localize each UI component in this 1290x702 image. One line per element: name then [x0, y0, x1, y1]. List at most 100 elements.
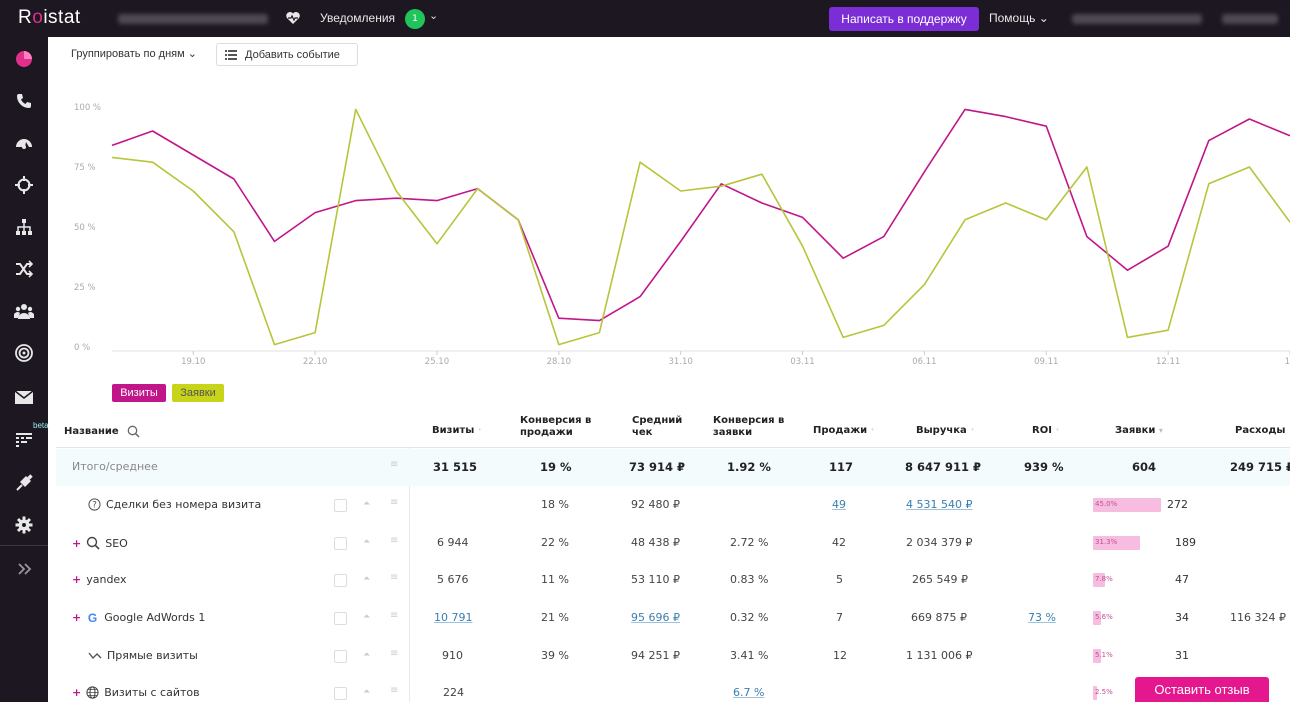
- add-event-button[interactable]: Добавить событие: [216, 43, 358, 66]
- expand-plus-icon[interactable]: +: [72, 611, 82, 624]
- header-avg-check[interactable]: Средний чек: [632, 415, 682, 439]
- sidebar-item-goals[interactable]: [12, 341, 36, 365]
- legend-visits[interactable]: Визиты: [112, 384, 166, 402]
- notifications-count-badge[interactable]: 1: [405, 9, 425, 29]
- sidebar-item-analytics[interactable]: [12, 47, 36, 71]
- sidebar-item-grid-beta[interactable]: [12, 427, 36, 451]
- header-name[interactable]: Название: [64, 425, 140, 438]
- roistat-logo[interactable]: Roistat: [18, 7, 81, 29]
- leave-review-button[interactable]: Оставить отзыв: [1135, 677, 1269, 702]
- menu-icon[interactable]: ≡: [390, 572, 399, 583]
- series-line-applications[interactable]: [111, 108, 1290, 346]
- expand-plus-icon[interactable]: +: [72, 536, 82, 550]
- support-button[interactable]: Написать в поддержку: [829, 7, 979, 31]
- sidebar-item-settings[interactable]: [12, 513, 36, 537]
- row-name[interactable]: + SEO: [72, 536, 128, 550]
- project-name-blurred[interactable]: [118, 14, 268, 24]
- menu-icon[interactable]: ≡: [390, 648, 399, 659]
- applications-bar: [1093, 573, 1105, 587]
- applications-bar-cell: 7.8% 47: [1093, 573, 1193, 587]
- add-event-label: Добавить событие: [245, 48, 340, 61]
- cell-sales: 42: [832, 536, 846, 549]
- menu-icon[interactable]: ≡: [390, 610, 399, 621]
- header-roi[interactable]: ROI ⁺: [1032, 425, 1060, 437]
- sidebar-item-dashboard[interactable]: [12, 131, 36, 155]
- row-name[interactable]: ? Сделки без номера визита: [88, 498, 261, 511]
- sidebar-item-targeting[interactable]: [12, 173, 36, 197]
- sidebar-item-integrations[interactable]: [12, 471, 36, 495]
- cell-conv-apps[interactable]: 6.7 %: [733, 686, 765, 699]
- cell-conv-apps: 1.92 %: [727, 460, 771, 474]
- chevron-down-icon[interactable]: ⌄: [429, 9, 439, 22]
- help-menu[interactable]: Помощь ⌄: [989, 11, 1049, 25]
- plug-icon: [16, 474, 33, 491]
- notifications-label[interactable]: Уведомления: [320, 11, 396, 25]
- mini-chart-icon[interactable]: ⏶: [363, 650, 371, 660]
- row-checkbox[interactable]: [334, 650, 347, 663]
- header-revenue[interactable]: Выручка ⁺: [916, 425, 974, 437]
- sidebar-item-routing[interactable]: [12, 257, 36, 281]
- mini-chart-icon[interactable]: ⏶: [363, 574, 371, 584]
- header-visits[interactable]: Визиты ⁺: [432, 425, 482, 437]
- expand-plus-icon[interactable]: +: [72, 686, 82, 699]
- row-checkbox[interactable]: [334, 499, 347, 512]
- cell-sales: 7: [836, 611, 843, 624]
- cell-roi[interactable]: 73 %: [1028, 611, 1056, 624]
- table-row[interactable]: + G Google AdWords 1 ⏶ ≡ 10 791 21 % 95 …: [56, 600, 1290, 637]
- row-checkbox[interactable]: [334, 612, 347, 625]
- row-name[interactable]: + yandex: [72, 573, 127, 586]
- search-icon[interactable]: [127, 425, 140, 438]
- menu-icon[interactable]: ≡: [390, 497, 399, 508]
- mini-chart-icon[interactable]: ⏶: [363, 687, 371, 697]
- mini-chart-icon[interactable]: ⏶: [363, 499, 371, 509]
- series-line-visits[interactable]: [111, 108, 1290, 322]
- table-row[interactable]: + SEO ⏶ ≡ 6 944 22 % 48 438 ₽ 2.72 % 42 …: [56, 525, 1290, 562]
- sidebar-expand-button[interactable]: [12, 557, 36, 581]
- user-account-blurred[interactable]: [1072, 14, 1202, 24]
- header-sales[interactable]: Продажи ⁺: [813, 425, 875, 437]
- crosshair-icon: [15, 176, 33, 194]
- table-row[interactable]: Прямые визиты ⏶ ≡ 910 39 % 94 251 ₽ 3.41…: [56, 638, 1290, 675]
- row-name[interactable]: + Визиты с сайтов: [72, 686, 200, 699]
- balance-blurred[interactable]: [1222, 14, 1278, 24]
- mini-chart-icon[interactable]: ⏶: [363, 537, 371, 547]
- row-name[interactable]: + G Google AdWords 1: [72, 611, 205, 624]
- menu-icon[interactable]: ≡: [390, 535, 399, 546]
- table-row[interactable]: + yandex ⏶ ≡ 5 676 11 % 53 110 ₽ 0.83 % …: [56, 562, 1290, 599]
- table-row[interactable]: + Визиты с сайтов ⏶ ≡ 224 6.7 % 2.5%: [56, 675, 1290, 702]
- sidebar-item-calltracking[interactable]: [12, 89, 36, 113]
- mini-chart-icon[interactable]: ⏶: [363, 612, 371, 622]
- legend-applications[interactable]: Заявки: [172, 384, 224, 402]
- heart-pulse-icon[interactable]: [285, 10, 301, 26]
- row-checkbox[interactable]: [334, 537, 347, 550]
- gear-icon: [15, 516, 33, 534]
- sidebar-item-structure[interactable]: [12, 215, 36, 239]
- header-costs[interactable]: Расходы: [1235, 425, 1285, 437]
- table-row[interactable]: ? Сделки без номера визита ⏶ ≡ 18 % 92 4…: [56, 487, 1290, 524]
- header-conv-sales[interactable]: Конверсия в продажи: [520, 415, 591, 439]
- menu-icon[interactable]: ≡: [390, 685, 399, 696]
- row-checkbox[interactable]: [334, 687, 347, 700]
- x-tick-label: 09.11: [1034, 357, 1058, 367]
- x-tick-label: 06.11: [912, 357, 936, 367]
- cell-sales[interactable]: 49: [832, 498, 846, 511]
- cell-revenue[interactable]: 4 531 540 ₽: [906, 498, 973, 511]
- group-by-dropdown[interactable]: Группировать по дням ⌄: [71, 48, 197, 60]
- cell-sales: 5: [836, 573, 843, 586]
- menu-icon[interactable]: ≡: [390, 459, 399, 470]
- cell-visits[interactable]: 10 791: [434, 611, 473, 624]
- header-conv-apps[interactable]: Конверсия в заявки: [713, 415, 784, 439]
- row-checkbox[interactable]: [334, 574, 347, 587]
- row-name[interactable]: Прямые визиты: [88, 649, 198, 662]
- sidebar-item-mail[interactable]: [12, 385, 36, 409]
- sort-icon: ⁺: [1055, 426, 1060, 435]
- header-applications[interactable]: Заявки ▾: [1115, 425, 1163, 437]
- cell-avg-check[interactable]: 95 696 ₽: [631, 611, 680, 624]
- applications-bar-pct: 5.1%: [1095, 651, 1113, 659]
- cell-conv-sales: 11 %: [541, 573, 569, 586]
- expand-plus-icon[interactable]: +: [72, 573, 82, 586]
- sidebar-item-clients[interactable]: [12, 299, 36, 323]
- x-tick-label: 25.10: [425, 357, 449, 367]
- cell-revenue: 669 875 ₽: [911, 611, 967, 624]
